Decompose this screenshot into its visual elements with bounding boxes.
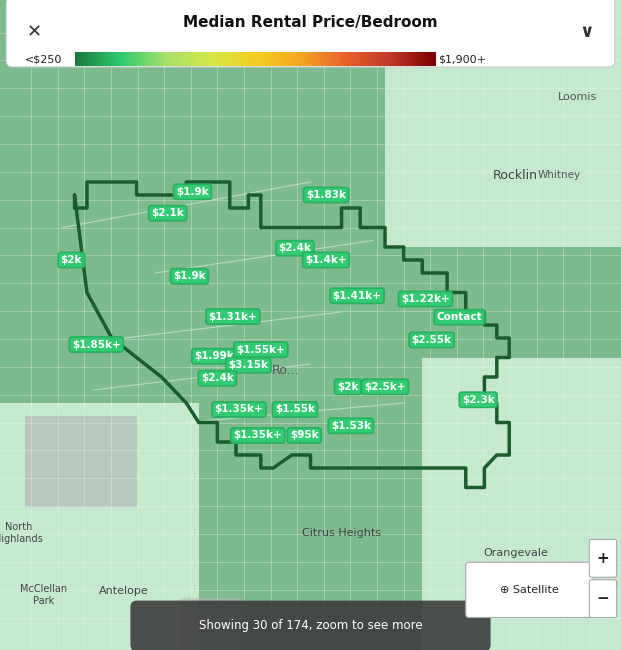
FancyBboxPatch shape [385, 0, 621, 247]
Text: $1.41k+: $1.41k+ [333, 291, 381, 301]
FancyBboxPatch shape [0, 403, 199, 650]
FancyBboxPatch shape [422, 358, 621, 650]
FancyBboxPatch shape [466, 562, 593, 618]
Text: Median Rental Price/Bedroom: Median Rental Price/Bedroom [183, 14, 438, 30]
Text: <$250: <$250 [25, 55, 62, 65]
Text: $1.9k: $1.9k [173, 271, 206, 281]
Text: $1.55k: $1.55k [275, 404, 315, 415]
Text: $2k: $2k [61, 255, 82, 265]
Text: $1.9k: $1.9k [176, 187, 209, 197]
Text: $1.99k: $1.99k [194, 351, 234, 361]
FancyBboxPatch shape [130, 601, 491, 650]
FancyBboxPatch shape [6, 0, 615, 67]
Text: $2k: $2k [337, 382, 358, 392]
Text: Antelope: Antelope [99, 586, 149, 597]
Text: $1.53k: $1.53k [331, 421, 371, 431]
Text: $2.55k: $2.55k [412, 335, 451, 345]
Text: $2.4k: $2.4k [201, 373, 233, 384]
Text: McClellan
Park: McClellan Park [20, 584, 67, 606]
Text: ⊕ Satellite: ⊕ Satellite [500, 585, 558, 595]
Text: $1.55k+: $1.55k+ [237, 344, 285, 355]
Text: Rocklin: Rocklin [493, 169, 538, 182]
Text: +: + [597, 551, 609, 566]
Text: $2.5k+: $2.5k+ [365, 382, 406, 392]
Text: Whitney: Whitney [537, 170, 581, 181]
Text: Orangevale: Orangevale [483, 547, 548, 558]
Text: ∨: ∨ [579, 23, 594, 41]
Text: $3.15k: $3.15k [229, 360, 268, 370]
Text: $1.22k+: $1.22k+ [401, 294, 450, 304]
Text: $2.4k: $2.4k [279, 243, 311, 254]
FancyBboxPatch shape [589, 540, 617, 577]
Text: $2.3k: $2.3k [462, 395, 494, 405]
Text: Ro...: Ro... [272, 364, 299, 377]
Text: Citrus Heights: Citrus Heights [302, 528, 381, 538]
Text: $1.31k+: $1.31k+ [209, 311, 257, 322]
Text: $95k: $95k [290, 430, 319, 441]
Text: $2.1k: $2.1k [152, 208, 184, 218]
Text: North
Highlands: North Highlands [0, 522, 43, 544]
FancyBboxPatch shape [180, 598, 242, 650]
Text: Showing 30 of 174, zoom to see more: Showing 30 of 174, zoom to see more [199, 619, 422, 632]
Text: ✕: ✕ [27, 23, 42, 41]
Text: $1.83k: $1.83k [306, 190, 346, 200]
Text: $1.35k+: $1.35k+ [233, 430, 282, 441]
FancyBboxPatch shape [589, 580, 617, 617]
Text: $1.85k+: $1.85k+ [72, 339, 120, 350]
Text: $1,900+: $1,900+ [438, 55, 486, 65]
Text: $1.4k+: $1.4k+ [305, 255, 347, 265]
Text: Loomis: Loomis [558, 92, 597, 103]
FancyBboxPatch shape [25, 416, 137, 507]
Text: $1.35k+: $1.35k+ [215, 404, 263, 415]
Text: −: − [597, 591, 609, 606]
Text: Contact: Contact [437, 312, 483, 322]
